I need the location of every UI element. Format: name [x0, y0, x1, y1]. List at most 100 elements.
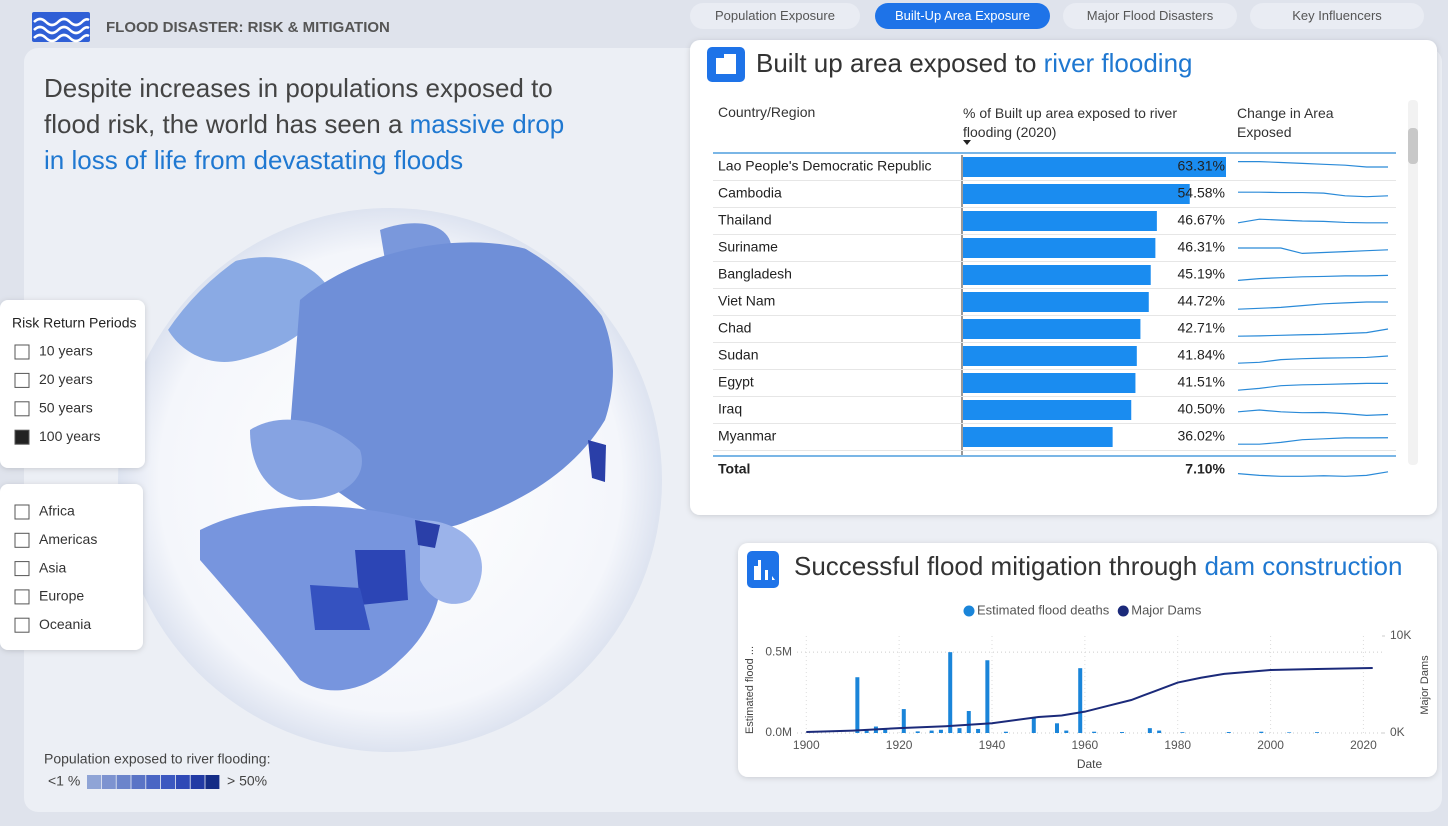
- building-glyph: [716, 54, 736, 74]
- dam-glyph: [754, 560, 775, 580]
- filter-option[interactable]: 10 years: [39, 343, 93, 359]
- legend-label: Estimated flood deaths: [977, 602, 1110, 617]
- filter-option[interactable]: Asia: [39, 559, 66, 575]
- region-filter-panel: [0, 484, 143, 650]
- y2-axis-label: Major Dams: [1419, 655, 1431, 715]
- bar: [1092, 731, 1097, 733]
- row-name: Bangladesh: [718, 266, 792, 282]
- filter-option[interactable]: 50 years: [39, 400, 93, 416]
- value-label: 54.58%: [1178, 185, 1225, 201]
- tab[interactable]: Population Exposure: [690, 3, 860, 29]
- total-name: Total: [718, 461, 750, 477]
- filter-option[interactable]: 100 years: [39, 428, 100, 444]
- column-header[interactable]: Country/Region: [718, 104, 816, 120]
- x-tick-label: 1920: [886, 738, 913, 752]
- sparkline: [1237, 471, 1389, 477]
- legend-swatch: [175, 775, 190, 789]
- chart-title-text: Successful flood mitigation through: [794, 551, 1205, 581]
- headline-highlight: massive drop in loss of life from devast…: [44, 109, 565, 175]
- y-tick-label: 0.5M: [765, 644, 792, 658]
- value-label: 44.72%: [1178, 293, 1225, 309]
- scrollbar[interactable]: [1408, 100, 1418, 465]
- legend-swatch: [87, 775, 101, 789]
- checkbox[interactable]: [14, 532, 30, 548]
- bar: [1315, 732, 1319, 733]
- bar: [1226, 732, 1231, 733]
- legend-swatch: [146, 775, 161, 789]
- map-legend-high: > 50%: [227, 773, 267, 789]
- checkbox[interactable]: [14, 589, 30, 605]
- y2-tick-label: 10K: [1390, 628, 1411, 642]
- checkbox[interactable]: [14, 561, 30, 577]
- value-label: 45.19%: [1178, 266, 1225, 282]
- legend-dot: [963, 605, 975, 617]
- column-header[interactable]: % of Built up area exposed to river floo…: [963, 105, 1178, 140]
- x-tick-label: 1900: [793, 738, 820, 752]
- bar: [963, 319, 1141, 339]
- x-tick-label: 2020: [1350, 738, 1377, 752]
- bar: [1180, 732, 1185, 733]
- value-label: 41.51%: [1178, 374, 1225, 390]
- bar: [1003, 731, 1008, 733]
- filter-option[interactable]: Oceania: [39, 616, 91, 632]
- sparkline: [1237, 301, 1388, 310]
- tab[interactable]: Key Influencers: [1250, 3, 1424, 29]
- value-label: 40.50%: [1178, 401, 1225, 417]
- checkbox[interactable]: [14, 429, 30, 445]
- legend-swatch: [116, 775, 131, 789]
- filter-option[interactable]: Europe: [39, 588, 84, 604]
- row-name: Thailand: [718, 212, 772, 228]
- table-title: Built up area exposed to river flooding: [756, 48, 1193, 79]
- chart-panel: [738, 543, 1437, 777]
- legend-label: Major Dams: [1131, 602, 1202, 617]
- bar: [1120, 732, 1124, 733]
- bar: [855, 677, 860, 733]
- y-tick-label: 0.0M: [765, 725, 792, 739]
- header-title: FLOOD DISASTER: RISK & MITIGATION: [106, 19, 390, 36]
- row-name: Sudan: [718, 347, 758, 363]
- filter-option[interactable]: 20 years: [39, 371, 93, 387]
- bar: [901, 709, 906, 733]
- row-name: Egypt: [718, 374, 754, 390]
- checkbox[interactable]: [14, 504, 30, 520]
- sparkline: [1237, 218, 1388, 224]
- bar: [938, 729, 943, 733]
- sort-arrow[interactable]: [963, 140, 971, 145]
- row-name: Viet Nam: [718, 293, 775, 309]
- x-tick-label: 1940: [979, 738, 1006, 752]
- bar: [966, 711, 971, 733]
- scroll-thumb[interactable]: [1408, 128, 1418, 164]
- headline: Despite increases in populations exposed…: [44, 70, 574, 178]
- y-axis-label: Estimated flood ...: [744, 646, 756, 734]
- value-label: 41.84%: [1178, 347, 1225, 363]
- x-tick-label: 2000: [1257, 738, 1284, 752]
- legend-swatch: [161, 775, 175, 789]
- chart-icon: [747, 551, 779, 588]
- bar: [963, 427, 1113, 447]
- bar: [929, 730, 934, 733]
- checkbox[interactable]: [14, 401, 30, 417]
- legend-dot: [1117, 605, 1129, 617]
- checkbox[interactable]: [14, 344, 30, 360]
- row-name: Iraq: [718, 401, 742, 417]
- legend-swatch: [101, 775, 116, 789]
- filter-option[interactable]: Americas: [39, 531, 97, 547]
- sparkline: [1238, 161, 1388, 168]
- value-label: 63.31%: [1178, 158, 1225, 174]
- filter-option[interactable]: Africa: [39, 503, 75, 519]
- bar: [864, 730, 869, 733]
- checkbox[interactable]: [14, 372, 30, 388]
- checkbox[interactable]: [14, 617, 30, 633]
- legend-swatch: [131, 775, 146, 789]
- risk-filter-title: Risk Return Periods: [12, 315, 137, 331]
- map-legend-low: <1 %: [48, 773, 80, 789]
- tab[interactable]: Major Flood Disasters: [1063, 3, 1237, 29]
- bar: [963, 265, 1151, 285]
- column-header[interactable]: Change in Area Exposed: [1237, 105, 1334, 140]
- sparkline: [1237, 274, 1389, 281]
- map-legend-title: Population exposed to river flooding:: [44, 751, 270, 767]
- tab[interactable]: Built-Up Area Exposure: [875, 3, 1050, 29]
- total-value: 7.10%: [1185, 461, 1225, 477]
